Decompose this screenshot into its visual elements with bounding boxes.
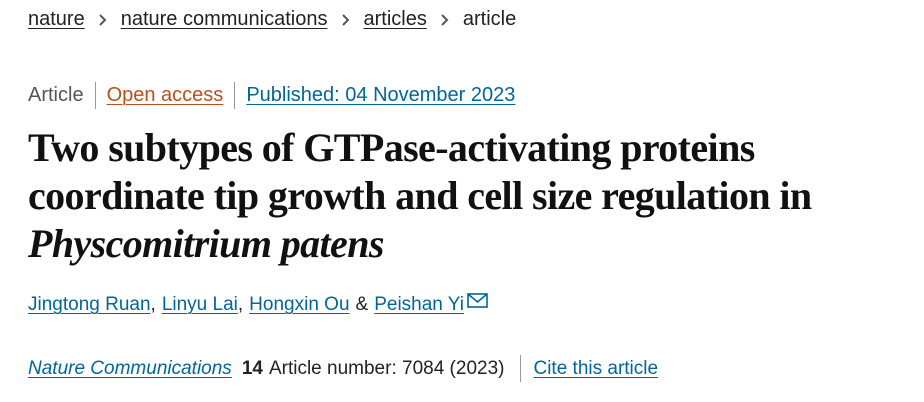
divider bbox=[94, 82, 96, 109]
article-type: Article bbox=[28, 84, 84, 106]
author-link[interactable]: Jingtong Ruan bbox=[28, 294, 151, 315]
published-date[interactable]: Published: 04 November 2023 bbox=[246, 84, 516, 106]
chevron bbox=[341, 13, 349, 26]
chevron bbox=[99, 13, 107, 26]
title-line: coordinate tip growth and cell size regu… bbox=[28, 173, 812, 218]
chevron bbox=[441, 13, 449, 26]
author-link[interactable]: Hongxin Ou bbox=[249, 294, 350, 315]
article-meta: Article Open access Published: 04 Novemb… bbox=[28, 82, 515, 109]
cite-link[interactable]: Cite this article bbox=[533, 357, 659, 379]
separator: , bbox=[150, 294, 156, 315]
divider bbox=[520, 355, 522, 382]
crumb-link[interactable]: articles bbox=[363, 8, 427, 30]
volume: 14 bbox=[241, 357, 263, 379]
crumb-link[interactable]: nature communications bbox=[120, 8, 328, 30]
open-access-link[interactable]: Open access bbox=[106, 84, 224, 106]
crumb-current: article bbox=[462, 8, 517, 30]
crumb-link[interactable]: nature bbox=[28, 8, 85, 30]
title-line: Two subtypes of GTPase-activating protei… bbox=[28, 125, 755, 170]
article-number: Article number: 7084 (2023) bbox=[268, 357, 505, 379]
article-title: Two subtypes of GTPase-activating protei… bbox=[28, 124, 812, 268]
title-species: Physcomitrium patens bbox=[28, 221, 384, 266]
breadcrumb: nature nature communications articles ar… bbox=[28, 8, 516, 31]
author-link[interactable]: Linyu Lai bbox=[161, 294, 238, 315]
journal-link[interactable]: Nature Communications bbox=[28, 357, 232, 379]
separator: , bbox=[237, 294, 244, 315]
conjunction: & bbox=[355, 294, 369, 315]
author-list: Jingtong Ruan, Linyu Lai, Hongxin Ou & P… bbox=[28, 292, 489, 316]
divider bbox=[234, 82, 236, 109]
author-link[interactable]: Peishan Yi bbox=[374, 294, 464, 315]
email-icon[interactable] bbox=[467, 292, 489, 310]
citation: Nature Communications 14 Article number:… bbox=[28, 355, 658, 382]
